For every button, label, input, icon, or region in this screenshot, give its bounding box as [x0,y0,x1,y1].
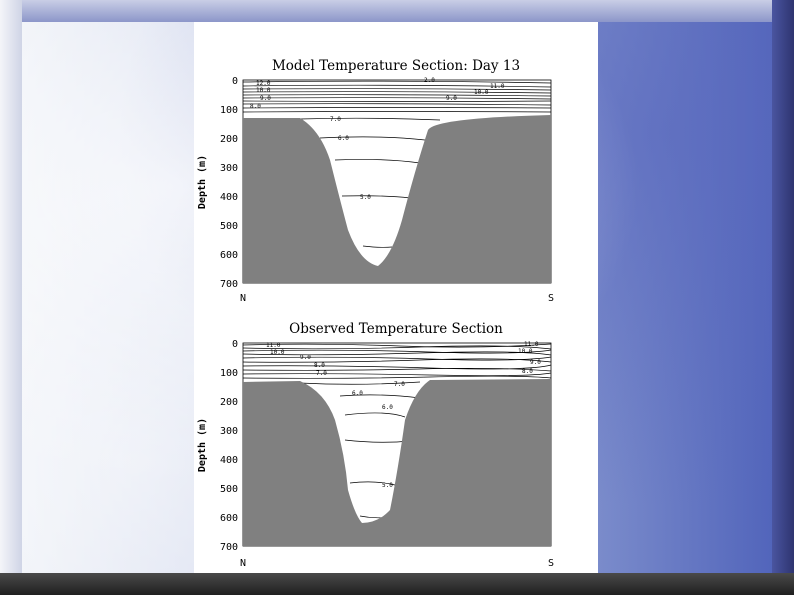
contour-label: 8.0 [250,103,261,110]
contour-label: 8.0 [314,362,325,369]
observed-y-ticks: 0 100 200 300 400 500 600 700 [220,339,238,553]
y-tick-label: 700 [220,279,238,290]
model-y-axis-label: Depth (m) [197,155,208,209]
contour-label: 9.0 [260,95,271,102]
contour-label: 6.0 [382,404,393,411]
frame-top [0,0,794,22]
contour-label: 9.0 [300,354,311,361]
contour-label: 7.0 [394,381,405,388]
y-tick-label: 600 [220,250,238,261]
frame-right [772,0,794,595]
y-tick-label: 400 [220,455,238,466]
y-tick-label: 300 [220,426,238,437]
model-y-ticks: 0 100 200 300 400 500 600 700 [220,76,238,290]
contour-label: 5.0 [360,194,371,201]
model-seafloor [243,115,551,283]
y-tick-label: 300 [220,163,238,174]
contour-label: 10.0 [270,349,285,356]
y-tick-label: 0 [232,76,238,87]
contour-label: 6.0 [338,135,349,142]
observed-y-axis-label: Depth (m) [197,418,208,472]
contour-label: 7.0 [316,370,327,377]
x-tick-label-south: S [548,558,554,569]
x-tick-label-north: N [240,293,246,304]
model-contour-labels: 12.0 10.0 9.0 8.0 2.0 11.0 10.0 9.0 7.0 … [250,77,505,201]
contour-label: 9.0 [530,359,541,366]
contour-label: 10.0 [518,348,533,355]
contour-label: 10.0 [256,87,271,94]
observed-seafloor [243,379,551,546]
y-tick-label: 100 [220,105,238,116]
y-tick-label: 400 [220,192,238,203]
y-tick-label: 200 [220,397,238,408]
y-tick-label: 200 [220,134,238,145]
contour-label: 9.0 [446,95,457,102]
y-tick-label: 500 [220,484,238,495]
contour-label: 5.0 [382,482,393,489]
contour-label: 10.0 [474,89,489,96]
model-panel-title: Model Temperature Section: Day 13 [272,58,520,74]
y-tick-label: 700 [220,542,238,553]
contour-label: 6.0 [352,390,363,397]
contour-label: 8.0 [522,368,533,375]
frame-bottom [0,573,794,595]
y-tick-label: 0 [232,339,238,350]
contour-label: 7.0 [330,116,341,123]
observed-contour-labels: 11.0 10.0 9.0 8.0 7.0 6.0 11.0 10.0 9.0 … [266,341,541,489]
contour-label: 2.0 [424,77,435,84]
y-tick-label: 600 [220,513,238,524]
frame-left [0,0,22,595]
model-contours [242,80,552,248]
y-tick-label: 500 [220,221,238,232]
contour-label: 11.0 [524,341,539,348]
x-tick-label-north: N [240,558,246,569]
y-tick-label: 100 [220,368,238,379]
model-panel: Model Temperature Section: Day 13 12.0 [197,58,554,304]
contour-label: 11.0 [490,83,505,90]
contour-label: 12.0 [256,80,271,87]
contour-label: 11.0 [266,342,281,349]
observed-contours [242,343,552,519]
x-tick-label-south: S [548,293,554,304]
observed-panel: Observed Temperature Section 11.0 10.0 9… [197,321,554,569]
observed-panel-title: Observed Temperature Section [289,321,503,337]
